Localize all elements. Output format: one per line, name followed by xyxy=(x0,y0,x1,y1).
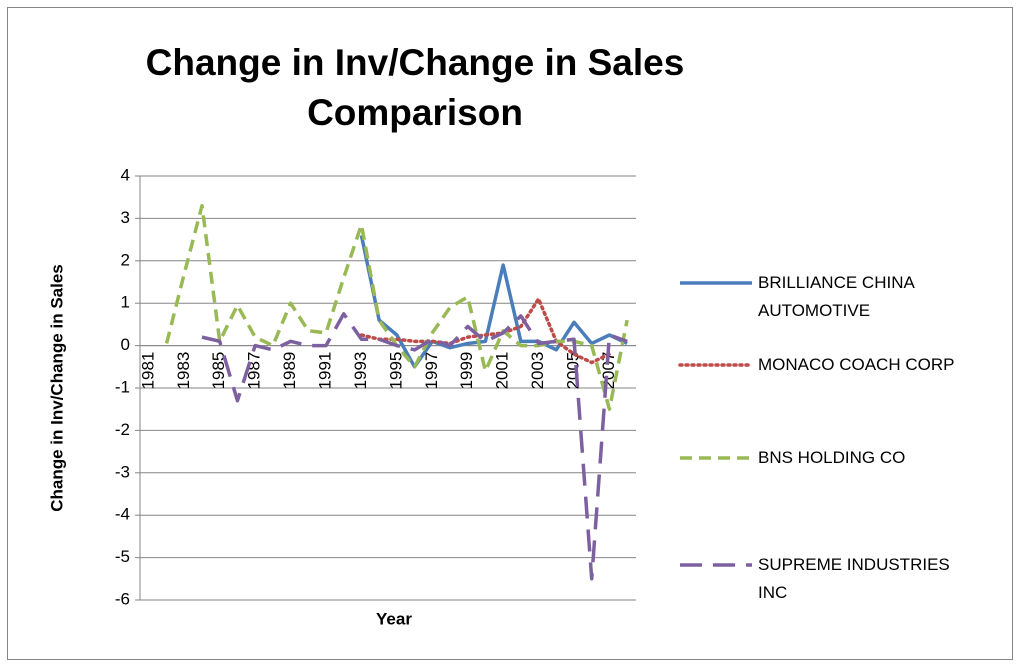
y-tick-label: -3 xyxy=(115,462,130,481)
legend-label: BRILLIANCE CHINA AUTOMOTIVE xyxy=(758,273,914,320)
legend-label: SUPREME INDUSTRIES INC xyxy=(758,555,950,602)
x-tick-label: 1983 xyxy=(174,352,193,390)
series-line xyxy=(359,297,612,365)
x-tick-label: 1993 xyxy=(351,352,370,390)
x-tick-label: 1989 xyxy=(280,352,299,390)
series-line xyxy=(201,312,628,581)
x-tick-label: 1995 xyxy=(386,352,405,390)
chart-border xyxy=(7,7,1013,660)
y-tick-label: -6 xyxy=(115,589,130,608)
x-tick-label: 1985 xyxy=(209,352,228,390)
x-tick-label: 1981 xyxy=(138,352,157,390)
y-tick-label: 4 xyxy=(121,165,130,184)
y-tick-label: -5 xyxy=(115,547,130,566)
y-tick-label: -2 xyxy=(115,420,130,439)
legend-label: BNS HOLDING CO xyxy=(758,448,906,467)
x-tick-label: 1991 xyxy=(315,352,334,390)
x-tick-label: 1999 xyxy=(457,352,476,390)
chart-title: Change in Inv/Change in Sales Comparison xyxy=(145,42,685,133)
series-line xyxy=(359,235,628,369)
y-tick-label: -1 xyxy=(115,377,130,396)
y-axis-title: Change in Inv/Change in Sales xyxy=(47,264,66,512)
y-tick-label: 3 xyxy=(121,208,130,227)
y-tick-label: 2 xyxy=(121,250,130,269)
x-tick-label: 1987 xyxy=(245,352,264,390)
y-tick-label: 0 xyxy=(121,335,130,354)
x-tick-label: 2007 xyxy=(599,352,618,390)
legend-label: MONACO COACH CORP xyxy=(758,355,955,374)
x-axis-title: Year xyxy=(376,609,412,628)
x-tick-label: 2001 xyxy=(493,352,512,390)
x-tick-label: 1997 xyxy=(422,352,441,390)
y-tick-label: -4 xyxy=(115,505,130,524)
x-tick-label: 2003 xyxy=(528,352,547,390)
y-tick-label: 1 xyxy=(121,293,130,312)
